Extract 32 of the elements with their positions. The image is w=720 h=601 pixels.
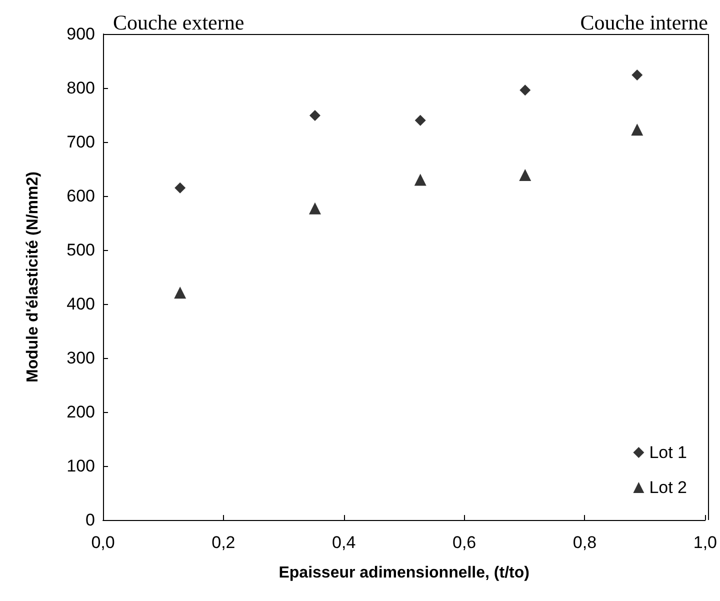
point xyxy=(174,286,186,299)
point xyxy=(414,174,426,186)
point xyxy=(174,182,186,194)
point xyxy=(309,110,320,122)
annotation: Couche interne xyxy=(580,10,708,34)
x-tick-label: 1,0 xyxy=(693,533,718,552)
y-tick-label: 700 xyxy=(66,132,95,152)
annotation: Couche externe xyxy=(113,10,244,34)
legend-label: Lot 1 xyxy=(649,443,687,462)
point xyxy=(308,202,321,214)
y-tick-label: 800 xyxy=(66,78,95,98)
y-tick-label: 0 xyxy=(86,510,95,530)
y-tick-label: 900 xyxy=(66,24,95,44)
y-tick-label: 100 xyxy=(66,456,95,476)
x-tick-label: 0,2 xyxy=(212,533,236,552)
point xyxy=(414,114,426,126)
point xyxy=(632,70,643,81)
y-tick-label: 600 xyxy=(66,186,95,206)
y-tick-label: 400 xyxy=(66,294,95,314)
y-tick-label: 500 xyxy=(66,240,95,260)
x-tick-label: 0,4 xyxy=(332,533,356,552)
y-axis-title: Module d'élasticité (N/mm2) xyxy=(24,172,42,382)
x-tick-label: 0,0 xyxy=(91,533,115,552)
x-tick-label: 0,8 xyxy=(572,533,597,552)
y-tick-label: 300 xyxy=(66,348,95,368)
y-tick-label: 200 xyxy=(66,402,95,422)
point xyxy=(520,84,531,96)
x-tick-label: 0,6 xyxy=(452,533,476,552)
point xyxy=(519,168,532,181)
legend-label: Lot 2 xyxy=(649,478,687,497)
x-axis-title: Epaisseur adimensionnelle, (t/to) xyxy=(278,564,530,582)
point xyxy=(631,124,644,136)
